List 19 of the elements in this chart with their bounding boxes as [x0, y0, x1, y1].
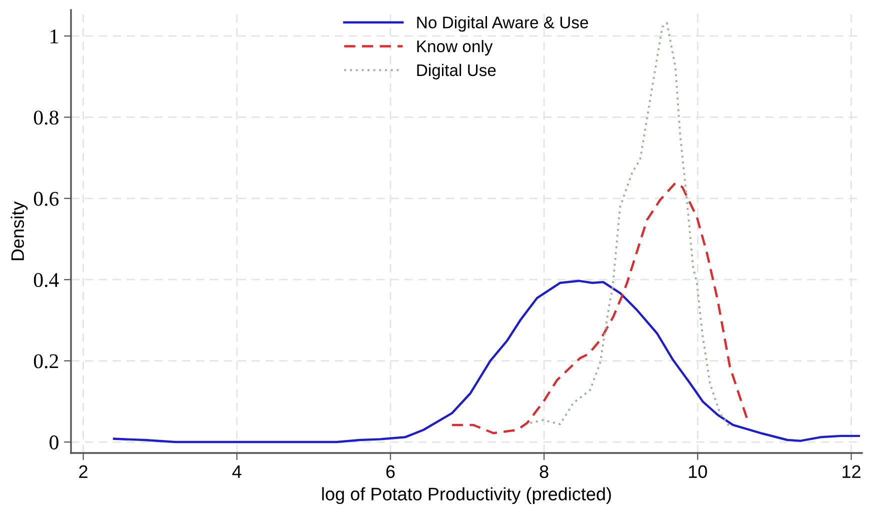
- y-tick-label: 0.6: [34, 192, 59, 206]
- y-tick-label: 0: [50, 435, 58, 450]
- y-tick-label: 0.8: [34, 110, 58, 125]
- line-series: [450, 182, 748, 434]
- line-series: [112, 280, 860, 444]
- legend-label: No Digital Aware & Use: [417, 16, 588, 32]
- legend-label: Know only: [417, 40, 493, 56]
- x-tick-label: 12: [842, 465, 860, 478]
- x-tick-label: 8: [540, 465, 548, 478]
- y-axis-title: Density: [10, 201, 28, 260]
- x-tick-label: 6: [386, 465, 395, 478]
- legend-label: Digital Use: [417, 64, 496, 80]
- x-axis-title: log of Potato Productivity (predicted): [322, 487, 611, 504]
- x-tick-label: 2: [79, 465, 88, 478]
- x-tick-label: 10: [688, 465, 707, 478]
- y-tick-label: 1: [50, 29, 58, 44]
- y-tick-label: 0.4: [34, 272, 59, 288]
- x-tick-label: 4: [232, 465, 242, 478]
- y-tick-label: 0.2: [34, 354, 58, 368]
